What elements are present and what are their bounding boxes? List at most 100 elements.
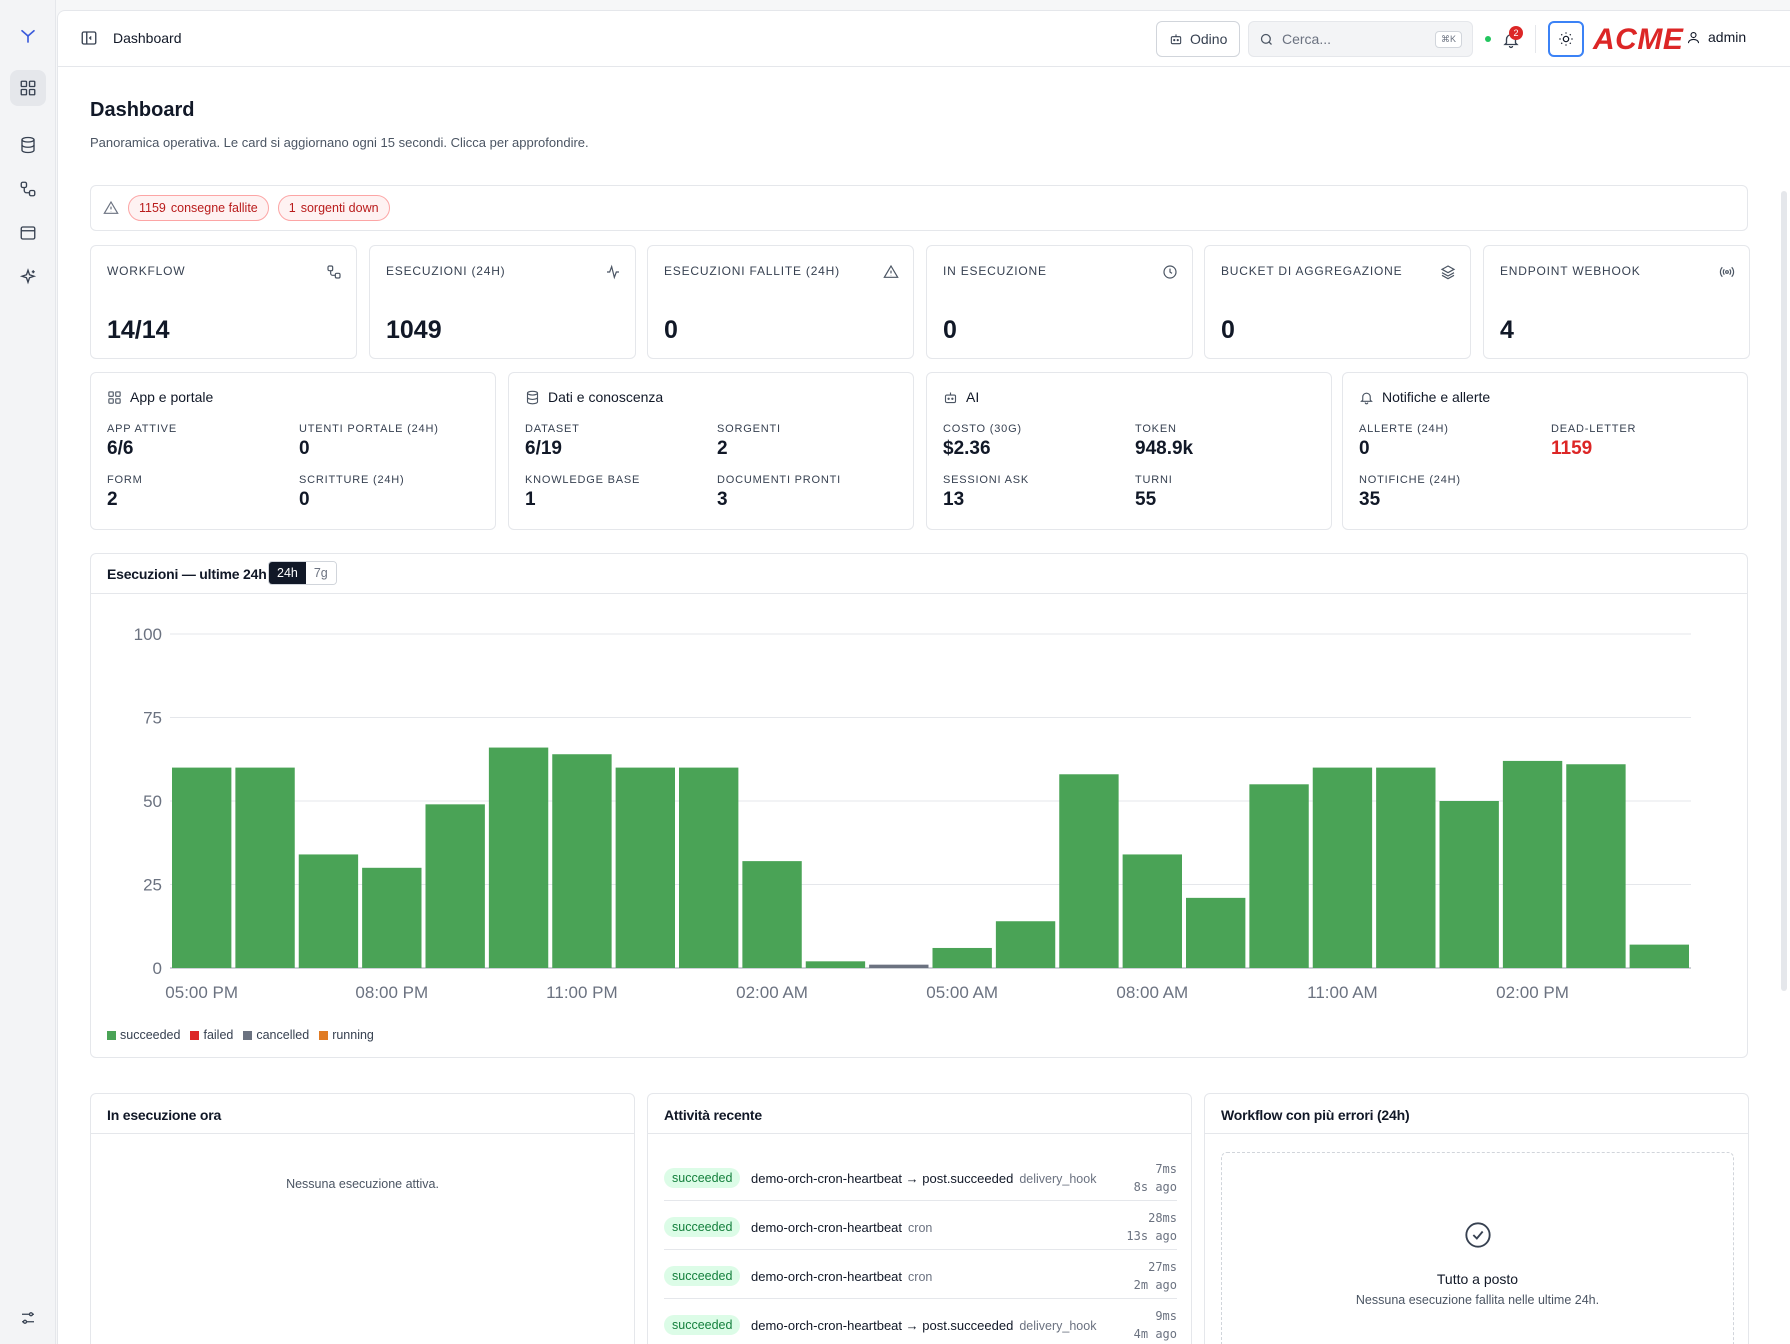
activity-duration: 7ms xyxy=(1155,1162,1177,1176)
legend-item-failed[interactable]: failed xyxy=(190,1028,233,1042)
kpi-card-webhook-endpoints[interactable]: Endpoint webhook 4 xyxy=(1483,245,1750,359)
sun-icon xyxy=(1559,32,1573,46)
bar-succeeded xyxy=(1502,760,1563,968)
all-good-box: Tutto a posto Nessuna esecuzione fallita… xyxy=(1221,1152,1734,1344)
metric: Documenti pronti 3 xyxy=(717,474,841,511)
metric-value: 3 xyxy=(717,489,728,510)
activity-row[interactable]: succeeded demo-orch-cron-heartbeat cron 28m… xyxy=(664,1201,1177,1250)
legend-item-running[interactable]: running xyxy=(319,1028,374,1042)
kpi-label: Bucket di aggregazione xyxy=(1221,264,1403,278)
kpi-label: In esecuzione xyxy=(943,264,1047,278)
bar-succeeded xyxy=(679,767,739,968)
metric-label: Allerte (24h) xyxy=(1359,423,1449,435)
group-title: Notifiche e allerte xyxy=(1382,389,1491,405)
bar-succeeded xyxy=(805,961,866,968)
app-logo[interactable] xyxy=(10,18,46,54)
page-subtitle: Panoramica operativa. Le card si aggiorn… xyxy=(90,135,589,150)
alert-pill-sources-down[interactable]: 1 sorgenti down xyxy=(277,195,390,221)
metric-value: $2.36 xyxy=(943,438,991,459)
y-tick-label: 25 xyxy=(143,876,162,895)
top-errors-panel: Workflow con più errori (24h) Tutto a po… xyxy=(1204,1093,1749,1344)
sliders-icon xyxy=(22,1312,34,1324)
nav-workflows[interactable] xyxy=(10,171,46,207)
panel-title: Workflow con più errori (24h) xyxy=(1221,1107,1410,1123)
panel-header: Workflow con più errori (24h) xyxy=(1205,1094,1748,1134)
status-badge: succeeded xyxy=(664,1315,741,1335)
bar-succeeded xyxy=(172,767,232,968)
panel-title: Attività recente xyxy=(664,1107,762,1123)
bar-succeeded xyxy=(1186,897,1246,968)
search-input[interactable] xyxy=(1282,31,1422,47)
group-card-apps-portal[interactable]: App e portale App attive 6/6 Utenti porta… xyxy=(90,372,496,530)
activity-time-ago: 13s ago xyxy=(1126,1229,1177,1243)
activity-row[interactable]: succeeded demo-orch-cron-heartbeat → post… xyxy=(664,1152,1177,1201)
activity-row[interactable]: succeeded demo-orch-cron-heartbeat → post… xyxy=(664,1299,1177,1344)
sparkles-icon xyxy=(19,268,37,285)
nav-settings[interactable] xyxy=(10,1300,46,1336)
kpi-card-failed-executions[interactable]: Esecuzioni fallite (24h) 0 xyxy=(647,245,914,359)
grid-icon xyxy=(108,390,121,404)
page-scrollbar[interactable] xyxy=(1781,191,1787,991)
kpi-card-running[interactable]: In esecuzione 0 xyxy=(926,245,1193,359)
user-menu[interactable]: admin xyxy=(1686,29,1746,45)
activity-row[interactable]: succeeded demo-orch-cron-heartbeat cron 27m… xyxy=(664,1250,1177,1299)
alert-pill-failed-deliveries[interactable]: 1159 consegne fallite xyxy=(128,195,269,221)
group-card-notifications[interactable]: Notifiche e allerte Allerte (24h) 0 Dead-… xyxy=(1342,372,1748,530)
user-name: admin xyxy=(1708,29,1747,45)
workflow-name: demo-orch-cron-heartbeat → post.succeede… xyxy=(751,1171,1014,1186)
metric-value: 6/6 xyxy=(107,438,134,459)
nav-data[interactable] xyxy=(10,127,46,163)
group-header: Dati e conoscenza xyxy=(525,389,663,405)
x-tick-label: 08:00 AM xyxy=(1116,983,1188,1002)
legend-item-cancelled[interactable]: cancelled xyxy=(243,1028,309,1042)
header-divider xyxy=(1535,25,1536,53)
nav-ai[interactable] xyxy=(10,259,46,295)
x-tick-label: 05:00 PM xyxy=(165,983,238,1002)
kpi-card-workflow[interactable]: Workflow 14/14 xyxy=(90,245,357,359)
metric: Dataset 6/19 xyxy=(525,423,580,460)
group-card-ai[interactable]: AI Costo (30g) $2.36 Token 948.9k Sessioni… xyxy=(926,372,1332,530)
kpi-value: 1049 xyxy=(386,316,442,344)
theme-toggle-button[interactable] xyxy=(1548,21,1584,57)
bar-succeeded xyxy=(1059,774,1119,968)
legend-item-succeeded[interactable]: succeeded xyxy=(107,1028,180,1042)
nav-apps[interactable] xyxy=(10,215,46,251)
bot-icon xyxy=(944,392,957,403)
bar-succeeded xyxy=(488,747,549,968)
metric-value: 13 xyxy=(943,489,965,510)
metric-value: 0 xyxy=(299,438,310,459)
workflow-name: demo-orch-cron-heartbeat xyxy=(751,1220,903,1235)
metric-label: Sessioni ask xyxy=(943,474,1030,486)
range-7d-button[interactable]: 7g xyxy=(305,562,336,584)
group-title: Dati e conoscenza xyxy=(548,389,664,405)
bar-succeeded xyxy=(362,867,422,968)
workflow-icon xyxy=(327,265,341,279)
range-24h-button[interactable]: 24h xyxy=(269,562,306,584)
metric-label: Utenti portale (24h) xyxy=(299,423,439,435)
executions-bar-chart: 0 25 50 75 100 05:00 PM 08:00 PM 11:00 PM 02:00 … xyxy=(134,625,1691,1002)
kpi-label: Esecuzioni (24h) xyxy=(386,264,506,278)
kpi-card-aggregation-buckets[interactable]: Bucket di aggregazione 0 xyxy=(1204,245,1471,359)
activity-duration: 28ms xyxy=(1148,1211,1177,1225)
main-panel: Dashboard Odino ⌘K 2 ACME admin Dashboar… xyxy=(57,10,1790,1344)
panel-header: Attività recente xyxy=(648,1094,1191,1134)
group-card-data-knowledge[interactable]: Dati e conoscenza Dataset 6/19 Sorgenti 2 … xyxy=(508,372,914,530)
sidebar-toggle-icon[interactable] xyxy=(80,29,98,47)
metric-value: 55 xyxy=(1135,489,1157,510)
kpi-card-executions[interactable]: Esecuzioni (24h) 1049 xyxy=(369,245,636,359)
legend-swatch xyxy=(190,1030,200,1040)
metric-label: Form xyxy=(107,474,143,486)
odino-button[interactable]: Odino xyxy=(1156,21,1241,57)
nav-dashboard[interactable] xyxy=(10,70,46,106)
y-tick-label: 0 xyxy=(153,959,162,978)
search-shortcut: ⌘K xyxy=(1434,30,1462,48)
page-title: Dashboard xyxy=(90,99,195,121)
trigger-type: delivery_hook xyxy=(1019,1319,1097,1333)
running-now-panel: In esecuzione ora Nessuna esecuzione att… xyxy=(90,1093,635,1344)
recent-activity-panel: Attività recente succeeded demo-orch-cron… xyxy=(647,1093,1192,1344)
empty-state-text: Nessuna esecuzione attiva. xyxy=(286,1177,439,1191)
search-box[interactable]: ⌘K xyxy=(1248,21,1473,57)
legend-swatch xyxy=(107,1030,116,1040)
kpi-value: 0 xyxy=(943,316,957,344)
x-tick-label: 05:00 AM xyxy=(926,983,998,1002)
